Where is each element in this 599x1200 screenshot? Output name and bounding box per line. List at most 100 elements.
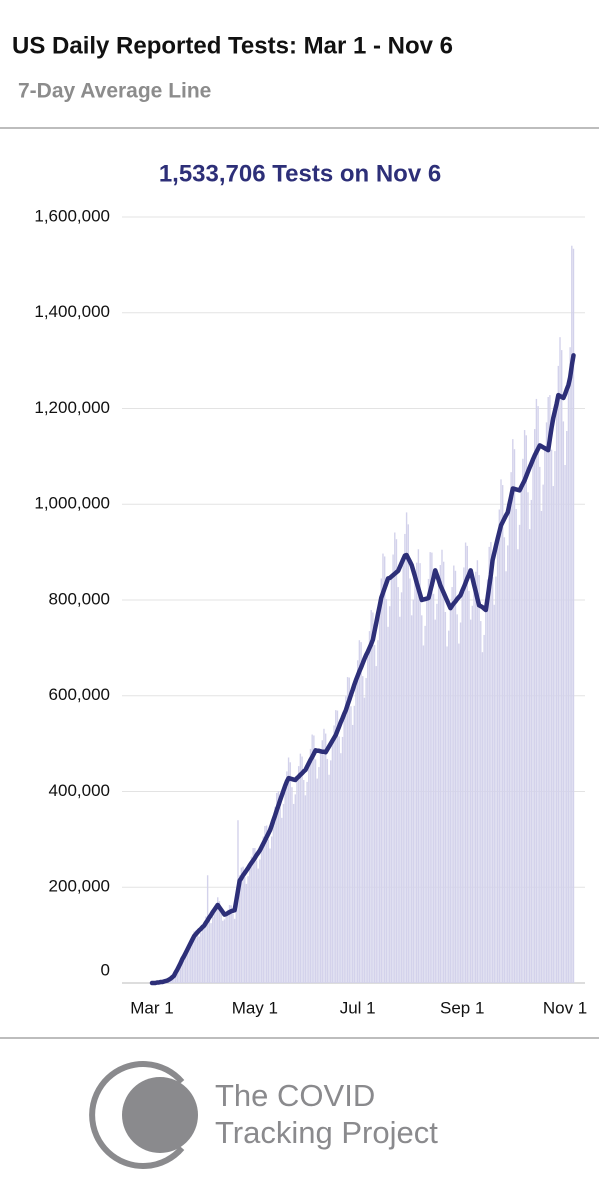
- bar: [264, 825, 266, 983]
- bar: [235, 906, 237, 983]
- bar: [220, 912, 222, 983]
- bar: [394, 532, 396, 983]
- bar: [410, 615, 413, 983]
- bar: [402, 559, 404, 983]
- bar: [215, 903, 217, 983]
- bar: [520, 487, 522, 983]
- bar: [432, 593, 435, 983]
- bar: [287, 757, 290, 983]
- bar: [340, 753, 342, 983]
- bar: [382, 553, 384, 983]
- bar: [303, 780, 305, 983]
- x-tick-label: Jul 1: [340, 998, 376, 1017]
- bar: [230, 905, 232, 983]
- logo-text: Tracking Project: [215, 1115, 438, 1150]
- bar: [414, 576, 416, 983]
- bar: [481, 652, 484, 983]
- bar: [498, 509, 501, 983]
- bar: [173, 976, 175, 983]
- bar: [392, 554, 394, 983]
- bar: [404, 533, 406, 983]
- bar: [250, 856, 253, 983]
- bar: [198, 936, 200, 983]
- bar: [205, 916, 207, 983]
- bar: [508, 504, 511, 983]
- bar: [252, 847, 254, 983]
- bar: [397, 587, 399, 983]
- bar: [550, 449, 553, 983]
- bar: [512, 439, 514, 983]
- x-tick-label: Sep 1: [440, 998, 484, 1017]
- bar: [453, 565, 455, 983]
- bar: [532, 459, 534, 983]
- bar: [389, 606, 391, 983]
- bar: [276, 792, 278, 983]
- bar: [412, 599, 415, 983]
- bar: [375, 666, 377, 983]
- bar: [331, 740, 334, 983]
- bar: [554, 451, 556, 983]
- bar: [424, 625, 426, 983]
- bar: [336, 710, 339, 983]
- bar: [459, 622, 462, 983]
- bar: [319, 751, 322, 983]
- bar: [195, 930, 197, 983]
- bar: [493, 604, 495, 983]
- bar: [372, 612, 374, 983]
- bar: [448, 630, 450, 983]
- bar: [292, 803, 295, 983]
- bar: [362, 676, 364, 983]
- bar: [525, 435, 527, 983]
- bar: [475, 571, 477, 983]
- y-tick-label: 400,000: [49, 781, 110, 800]
- bar: [240, 867, 243, 983]
- bar: [356, 660, 359, 983]
- bar: [564, 464, 566, 983]
- bar: [257, 868, 259, 983]
- bar: [464, 542, 467, 983]
- bar: [282, 803, 285, 983]
- bar: [547, 397, 549, 983]
- y-tick-label: 1,000,000: [34, 494, 110, 513]
- bar: [488, 546, 490, 983]
- bar: [233, 918, 236, 983]
- bar: [232, 913, 234, 983]
- bar: [476, 560, 479, 983]
- bar: [328, 774, 330, 983]
- bar: [338, 736, 340, 983]
- bar: [200, 932, 202, 983]
- bar: [324, 733, 327, 983]
- bar: [254, 847, 256, 983]
- bar: [242, 866, 244, 983]
- bar: [178, 966, 180, 983]
- bar: [211, 916, 214, 983]
- bar: [417, 549, 420, 983]
- bar: [316, 778, 318, 983]
- bar: [183, 954, 185, 983]
- bar: [441, 549, 443, 983]
- bar: [503, 537, 506, 983]
- bar: [353, 705, 356, 983]
- average-line: [149, 353, 576, 986]
- bar: [345, 696, 347, 983]
- logo: The COVID Tracking Project: [89, 1061, 438, 1169]
- bar: [323, 728, 325, 983]
- bar: [567, 385, 570, 983]
- bar: [383, 556, 386, 983]
- bar: [429, 552, 431, 983]
- bar: [176, 970, 178, 983]
- bar: [422, 645, 425, 983]
- bar: [367, 651, 369, 983]
- bar: [421, 615, 423, 983]
- bar: [348, 677, 350, 983]
- bar: [387, 626, 389, 983]
- bar: [400, 592, 403, 983]
- bar: [478, 575, 480, 983]
- bar: [409, 578, 411, 983]
- bar: [461, 590, 463, 983]
- bar: [427, 578, 430, 983]
- bar: [346, 677, 349, 983]
- bar: [227, 909, 229, 983]
- bar: [555, 403, 558, 983]
